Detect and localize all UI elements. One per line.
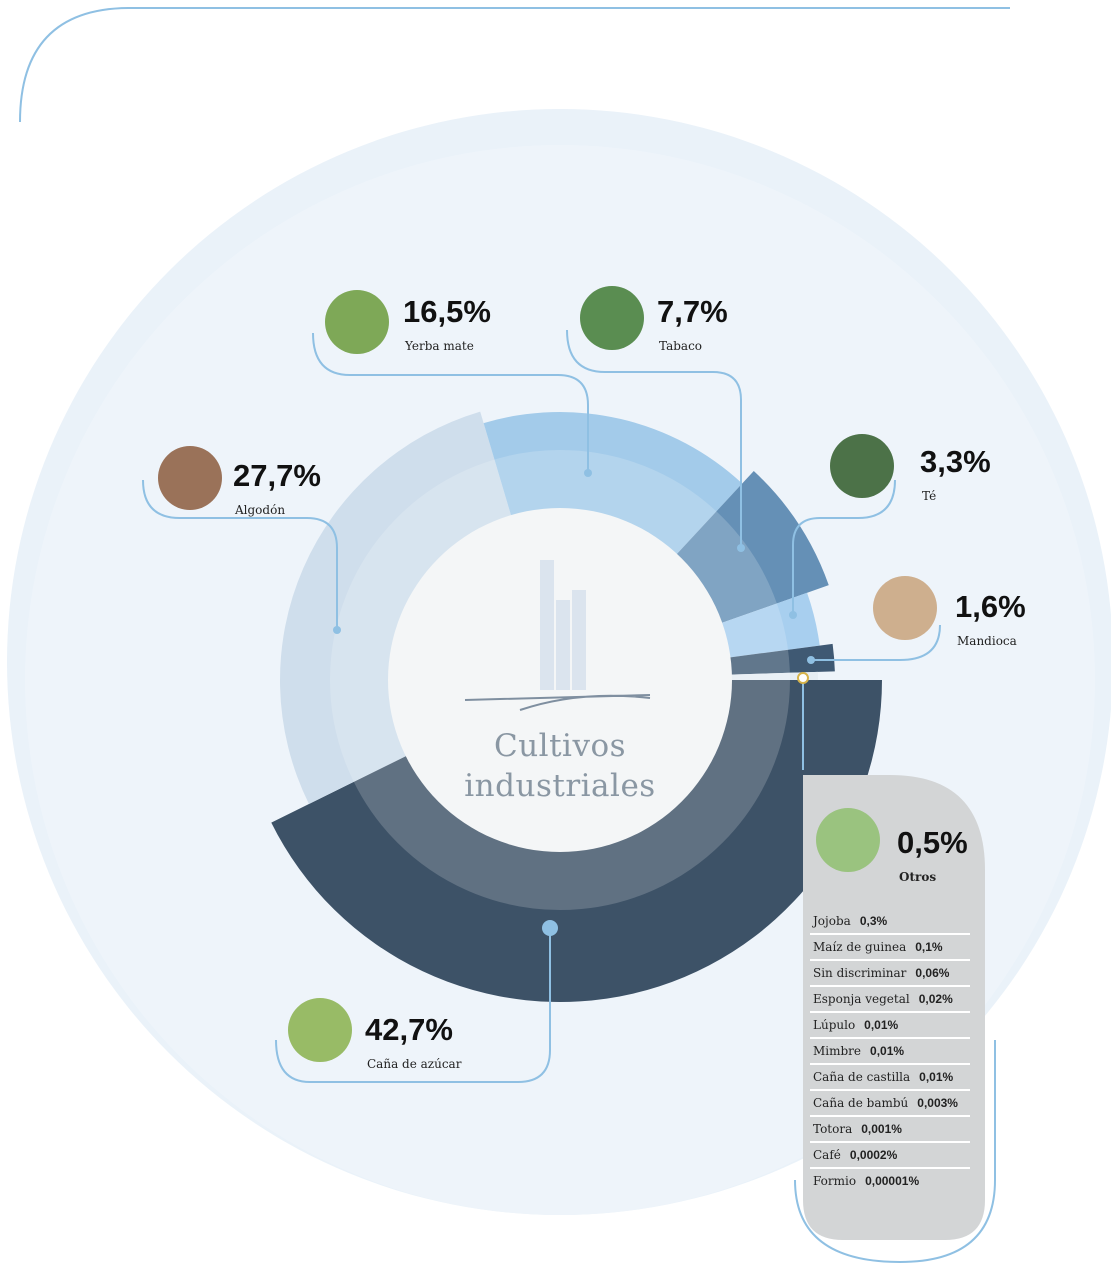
breakdown-name: Formio — [813, 1174, 856, 1188]
crop-icon — [830, 434, 894, 498]
breakdown-name: Caña de castilla — [813, 1070, 910, 1084]
breakdown-name: Jojoba — [811, 914, 851, 928]
breakdown-row: Caña de bambú 0,003% — [813, 1096, 958, 1110]
center-icon — [556, 600, 570, 690]
donut-segment — [675, 471, 829, 624]
category-label: Mandioca — [957, 634, 1017, 648]
crop-icon — [158, 446, 222, 510]
inner-ring-shade — [330, 450, 790, 910]
breakdown-row: Caña de castilla 0,01% — [813, 1070, 954, 1084]
center-title: Cultivos industriales — [464, 728, 656, 804]
breakdown-name: Lúpulo — [813, 1018, 855, 1032]
value-label: 3,3% — [920, 444, 991, 479]
category-label: Algodón — [234, 503, 285, 517]
decor-arc — [19, 7, 1010, 123]
breakdown-value: 0,3% — [860, 914, 888, 928]
breakdown-row: Lúpulo 0,01% — [813, 1018, 899, 1032]
category-label: Otros — [899, 870, 936, 884]
breakdown-value: 0,01% — [864, 1018, 898, 1032]
breakdown-name: Maíz de guinea — [813, 940, 906, 954]
leader-dot — [584, 469, 592, 477]
leader-dot — [789, 611, 797, 619]
crop-icon — [288, 998, 352, 1062]
center-icon — [464, 694, 651, 711]
breakdown-name: Caña de bambú — [813, 1096, 909, 1110]
breakdown-row: Sin discriminar 0,06% — [813, 966, 950, 980]
breakdown-row: Mimbre 0,01% — [813, 1044, 904, 1058]
breakdown-row: Maíz de guinea 0,1% — [813, 940, 943, 954]
leader-dot — [797, 672, 809, 684]
crop-icon — [580, 286, 644, 350]
breakdown-name: Esponja vegetal — [813, 992, 910, 1006]
leader-line — [142, 479, 338, 630]
crop-icon — [873, 576, 937, 640]
crop-icon — [816, 808, 880, 872]
breakdown-value: 0,00001% — [865, 1174, 919, 1188]
leader-dot — [333, 626, 341, 634]
donut-segment — [728, 643, 835, 675]
leader-dot — [542, 920, 558, 936]
breakdown-name: Totora — [813, 1122, 852, 1136]
leader-line — [312, 332, 589, 473]
value-label: 0,5% — [897, 825, 968, 860]
breakdown-row: Formio 0,00001% — [813, 1174, 919, 1188]
breakdown-value: 0,001% — [861, 1122, 902, 1136]
value-label: 16,5% — [403, 294, 491, 329]
leader-line — [811, 624, 941, 661]
breakdown-row: Café 0,0002% — [813, 1148, 898, 1162]
category-label: Tabaco — [659, 339, 702, 353]
breakdown-row: Jojoba 0,3% — [811, 914, 888, 928]
breakdown-value: 0,003% — [917, 1096, 958, 1110]
donut-segment — [483, 412, 743, 556]
leader-line — [792, 479, 896, 615]
donut-segment — [720, 592, 820, 658]
center-icon — [540, 560, 554, 690]
breakdown-value: 0,02% — [919, 992, 953, 1006]
value-label: 42,7% — [365, 1012, 453, 1047]
breakdown-value: 0,01% — [870, 1044, 904, 1058]
category-label: Té — [922, 489, 936, 503]
value-label: 1,6% — [955, 589, 1026, 624]
otros-panel — [803, 775, 985, 1240]
breakdown-name: Café — [813, 1148, 841, 1162]
leader-dot — [737, 544, 745, 552]
value-label: 27,7% — [233, 458, 321, 493]
leader-line — [275, 928, 551, 1083]
breakdown-value: 0,1% — [915, 940, 943, 954]
category-label: Caña de azúcar — [367, 1057, 462, 1071]
breakdown-value: 0,01% — [919, 1070, 953, 1084]
breakdown-row: Totora 0,001% — [813, 1122, 902, 1136]
breakdown-value: 0,06% — [915, 966, 949, 980]
breakdown-row: Esponja vegetal 0,02% — [813, 992, 953, 1006]
breakdown-name: Mimbre — [813, 1044, 861, 1058]
donut-segment — [271, 680, 882, 1003]
breakdown-value: 0,0002% — [850, 1148, 898, 1162]
donut-segment — [729, 671, 818, 680]
breakdown-name: Sin discriminar — [813, 966, 907, 980]
value-label: 7,7% — [657, 294, 728, 329]
donut-segment — [280, 411, 512, 804]
category-label: Yerba mate — [404, 339, 474, 353]
center-icon — [572, 590, 586, 690]
decor-arc — [794, 1040, 996, 1264]
crop-icon — [325, 290, 389, 354]
leader-dot — [807, 656, 815, 664]
leader-line — [566, 329, 742, 548]
